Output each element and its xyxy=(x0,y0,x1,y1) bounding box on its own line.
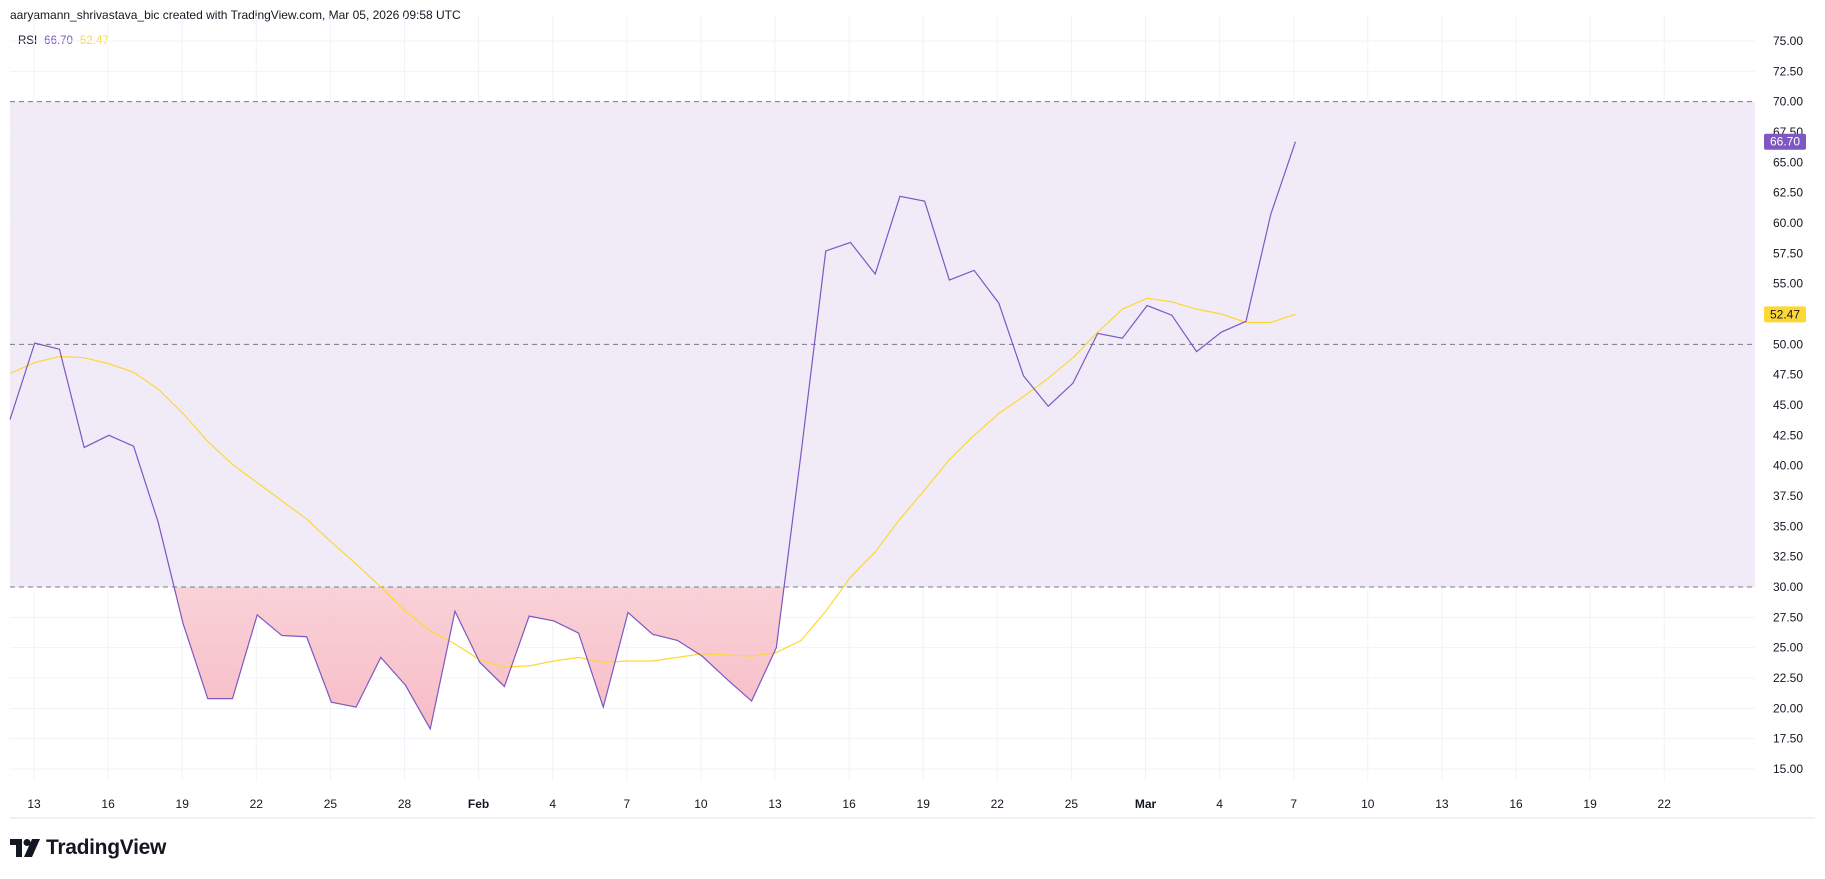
x-tick-label: 10 xyxy=(1361,797,1375,811)
last-value-badges: 66.70 52.47 xyxy=(1764,133,1806,323)
x-tick-label: 16 xyxy=(842,797,856,811)
y-tick-label: 47.50 xyxy=(1773,368,1803,382)
x-tick-label: 16 xyxy=(101,797,115,811)
y-tick-label: 30.00 xyxy=(1773,580,1803,594)
y-tick-label: 55.00 xyxy=(1773,277,1803,291)
rsi-line xyxy=(9,141,1297,731)
y-tick-label: 50.00 xyxy=(1773,337,1803,351)
x-tick-label: 19 xyxy=(1583,797,1597,811)
chart-credit: aaryamann_shrivastava_bic created with T… xyxy=(10,8,461,22)
x-tick-label: 4 xyxy=(1216,797,1223,811)
x-tick-label: 25 xyxy=(1065,797,1079,811)
x-tick-label: 13 xyxy=(27,797,41,811)
rsi-last-value-badge-bg xyxy=(1764,133,1806,150)
y-tick-label: 57.50 xyxy=(1773,246,1803,260)
oversold-fill xyxy=(10,587,1296,729)
x-tick-label: 16 xyxy=(1509,797,1523,811)
x-tick-label: 7 xyxy=(1290,797,1297,811)
brand-logo[interactable]: TradingView xyxy=(10,836,166,860)
x-tick-label: 22 xyxy=(250,797,264,811)
y-tick-label: 35.00 xyxy=(1773,519,1803,533)
x-tick-label: 19 xyxy=(176,797,190,811)
y-tick-label: 65.00 xyxy=(1773,155,1803,169)
ma-last-value-badge-bg xyxy=(1764,306,1806,323)
time-axis[interactable]: 13 16 19 22 25 28 Feb 4 7 10 13 16 19 22 25 Mar 4 7 10 13 16… xyxy=(27,797,1671,811)
y-tick-label: 25.00 xyxy=(1773,641,1803,655)
y-tick-label: 32.50 xyxy=(1773,550,1803,564)
y-tick-label: 45.00 xyxy=(1773,398,1803,412)
rsi-last-value-badge: 66.70 xyxy=(1770,135,1800,149)
y-tick-label: 75.00 xyxy=(1773,34,1803,48)
x-tick-label: Feb xyxy=(468,797,489,811)
x-tick-label: Mar xyxy=(1135,797,1157,811)
y-tick-label: 37.50 xyxy=(1773,489,1803,503)
y-tick-label: 20.00 xyxy=(1773,701,1803,715)
ma-last-value-badge: 52.47 xyxy=(1770,307,1800,321)
x-tick-label: 22 xyxy=(991,797,1005,811)
level-lines xyxy=(10,101,1755,588)
y-tick-label: 22.50 xyxy=(1773,671,1803,685)
brand-name: TradingView xyxy=(46,836,167,859)
y-tick-label: 70.00 xyxy=(1773,95,1803,109)
x-tick-label: 25 xyxy=(324,797,338,811)
rsi-ma-line xyxy=(9,297,1296,668)
x-tick-label: 22 xyxy=(1658,797,1672,811)
y-tick-label: 62.50 xyxy=(1773,186,1803,200)
x-tick-label: 4 xyxy=(549,797,556,811)
y-tick-label: 72.50 xyxy=(1773,64,1803,78)
tradingview-logo-icon xyxy=(10,839,40,857)
x-tick-label: 19 xyxy=(917,797,931,811)
y-tick-label: 60.00 xyxy=(1773,216,1803,230)
y-tick-label: 27.50 xyxy=(1773,610,1803,624)
x-tick-label: 13 xyxy=(1435,797,1449,811)
y-tick-label: 42.50 xyxy=(1773,428,1803,442)
y-tick-label: 40.00 xyxy=(1773,459,1803,473)
x-tick-label: 10 xyxy=(694,797,708,811)
x-tick-label: 28 xyxy=(398,797,412,811)
x-tick-label: 13 xyxy=(768,797,782,811)
y-tick-label: 17.50 xyxy=(1773,732,1803,746)
x-tick-label: 7 xyxy=(623,797,630,811)
y-tick-label: 15.00 xyxy=(1773,762,1803,776)
